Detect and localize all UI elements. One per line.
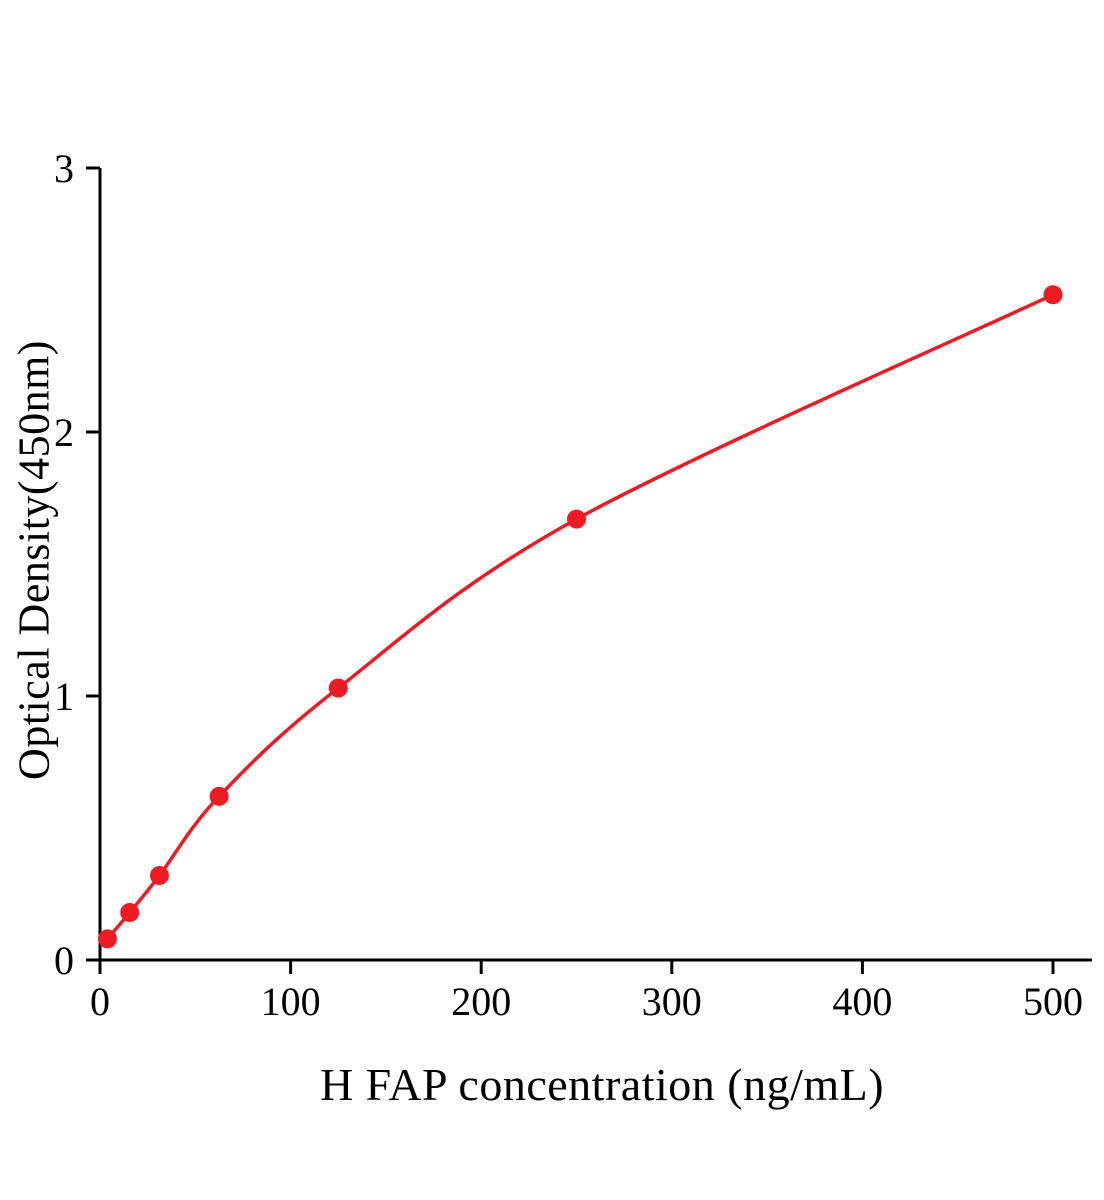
- x-tick-label: 200: [451, 979, 511, 1024]
- y-tick-label: 0: [54, 938, 74, 983]
- y-tick-label: 2: [54, 410, 74, 455]
- x-axis-title: H FAP concentration (ng/mL): [319, 1059, 885, 1110]
- data-point-marker: [567, 509, 586, 529]
- tick-labels-layer: 0 100 200 300 400 500 0 1 2 3: [54, 146, 1083, 1024]
- y-tick-label: 1: [54, 674, 74, 719]
- x-tick-label: 0: [90, 979, 110, 1024]
- data-point-marker: [149, 866, 169, 886]
- y-tick-label: 3: [54, 146, 74, 191]
- data-point-marker: [209, 786, 229, 806]
- x-tick-label: 100: [261, 979, 321, 1024]
- data-point-marker: [328, 678, 348, 698]
- x-tick-label: 500: [1023, 979, 1083, 1024]
- x-tick-label: 300: [642, 979, 702, 1024]
- y-axis-title: Optical Density(450nm): [9, 340, 59, 780]
- data-point-marker: [97, 929, 117, 949]
- standard-curve-line: [105, 292, 1055, 941]
- data-point-marker: [1043, 285, 1063, 305]
- x-tick-label: 400: [832, 979, 892, 1024]
- axis-spines: [98, 168, 1092, 962]
- data-series-layer: [97, 285, 1063, 949]
- data-point-marker: [120, 902, 140, 922]
- tick-marks-layer: [86, 166, 1055, 974]
- axes-layer: [98, 168, 1092, 962]
